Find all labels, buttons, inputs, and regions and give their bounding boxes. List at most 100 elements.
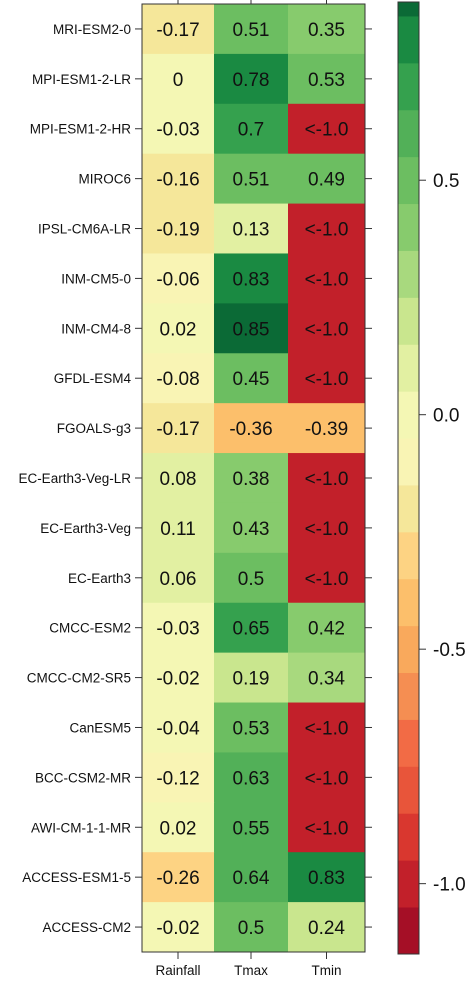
cell-label-mpi-esm1-2-hr-rainfall: -0.03 bbox=[156, 120, 199, 141]
cell-inm-cm5-0-rainfall bbox=[142, 253, 215, 304]
cell-label-bcc-csm2-mr-rainfall: -0.12 bbox=[156, 768, 199, 789]
row-label-inm-cm5-0: INM-CM5-0 bbox=[61, 271, 131, 286]
column-axis: Rainfall Tmax Tmin bbox=[155, 0, 342, 978]
colorbar-tick-label: -0.5 bbox=[433, 640, 466, 661]
colorbar-bin-15 bbox=[398, 203, 419, 251]
row-label-miroc6: MIROC6 bbox=[78, 172, 131, 187]
cell-access-esm1-5-tmin bbox=[288, 852, 366, 903]
cell-mri-esm2-0-tmax bbox=[214, 4, 289, 55]
cell-inm-cm5-0-tmax bbox=[214, 253, 289, 304]
cell-ipsl-cm6a-lr-tmin bbox=[288, 203, 366, 254]
cell-label-mri-esm2-0-rainfall: -0.17 bbox=[156, 20, 199, 41]
cell-label-mpi-esm1-2-hr-tmin: <-1.0 bbox=[305, 120, 349, 141]
row-label-bcc-csm2-mr: BCC-CSM2-MR bbox=[35, 770, 131, 785]
row-label-mpi-esm1-2-hr: MPI-ESM1-2-HR bbox=[30, 122, 132, 137]
colorbar-bin-5 bbox=[398, 672, 419, 720]
cell-label-fgoals-g3-tmin: -0.39 bbox=[305, 419, 348, 440]
cell-label-access-esm1-5-tmin: 0.83 bbox=[308, 868, 345, 889]
row-label-ec-earth3: EC-Earth3 bbox=[68, 571, 131, 586]
cell-label-miroc6-tmin: 0.49 bbox=[308, 170, 345, 191]
cell-cmcc-esm2-tmin bbox=[288, 602, 366, 654]
cell-access-esm1-5-tmax bbox=[214, 852, 289, 903]
row-label-ec-earth3-veg-lr: EC-Earth3-Veg-LR bbox=[18, 471, 131, 486]
cell-gfdl-esm4-rainfall bbox=[142, 353, 215, 404]
cell-label-ipsl-cm6a-lr-tmin: <-1.0 bbox=[305, 220, 349, 241]
row-label-cmcc-cm2-sr5: CMCC-CM2-SR5 bbox=[27, 671, 131, 686]
colorbar-bin-9 bbox=[398, 485, 419, 533]
cell-label-access-esm1-5-rainfall: -0.26 bbox=[156, 868, 199, 889]
cell-ec-earth3-veg-tmax bbox=[214, 502, 289, 554]
cell-label-cmcc-cm2-sr5-tmin: 0.34 bbox=[308, 669, 345, 690]
cell-label-canesm5-tmin: <-1.0 bbox=[305, 718, 349, 739]
cell-fgoals-g3-rainfall bbox=[142, 403, 215, 454]
colorbar-ticks: -1.0 -0.5 0.0 0.5 bbox=[419, 171, 466, 896]
cell-label-ec-earth3-tmax: 0.5 bbox=[238, 569, 264, 590]
cell-label-ec-earth3-veg-lr-tmin: <-1.0 bbox=[305, 469, 349, 490]
cell-label-ipsl-cm6a-lr-tmax: 0.13 bbox=[233, 220, 270, 241]
cell-label-awi-cm-1-1-mr-tmax: 0.55 bbox=[233, 818, 270, 839]
colorbar-bin-4 bbox=[398, 719, 419, 767]
cell-mpi-esm1-2-hr-rainfall bbox=[142, 103, 215, 155]
cell-access-cm2-rainfall bbox=[142, 902, 215, 953]
row-label-access-cm2: ACCESS-CM2 bbox=[42, 920, 131, 935]
cell-mpi-esm1-2-hr-tmax bbox=[214, 103, 289, 155]
heatmap-cells bbox=[142, 4, 366, 953]
cell-awi-cm-1-1-mr-rainfall bbox=[142, 802, 215, 853]
cell-inm-cm5-0-tmin bbox=[288, 253, 366, 304]
cell-miroc6-tmax bbox=[214, 153, 289, 205]
cell-label-mri-esm2-0-tmax: 0.51 bbox=[233, 20, 270, 41]
cell-mpi-esm1-2-lr-rainfall bbox=[142, 53, 215, 105]
cell-label-cmcc-cm2-sr5-tmax: 0.19 bbox=[233, 669, 270, 690]
colorbar-bin-11 bbox=[398, 391, 419, 439]
row-label-ipsl-cm6a-lr: IPSL-CM6A-LR bbox=[38, 222, 131, 237]
column-label-tmax: Tmax bbox=[234, 963, 268, 978]
cell-label-ec-earth3-rainfall: 0.06 bbox=[160, 569, 197, 590]
cell-label-access-esm1-5-tmax: 0.64 bbox=[233, 868, 270, 889]
cell-mri-esm2-0-rainfall bbox=[142, 4, 215, 55]
row-label-mpi-esm1-2-lr: MPI-ESM1-2-LR bbox=[32, 72, 131, 87]
cell-label-cmcc-esm2-rainfall: -0.03 bbox=[156, 619, 199, 640]
cell-label-miroc6-rainfall: -0.16 bbox=[156, 170, 199, 191]
row-label-access-esm1-5: ACCESS-ESM1-5 bbox=[22, 870, 131, 885]
cell-label-mpi-esm1-2-lr-tmin: 0.53 bbox=[308, 70, 345, 91]
cell-label-awi-cm-1-1-mr-tmin: <-1.0 bbox=[305, 818, 349, 839]
cell-label-ipsl-cm6a-lr-rainfall: -0.19 bbox=[156, 220, 199, 241]
cell-label-canesm5-tmax: 0.53 bbox=[233, 718, 270, 739]
cell-inm-cm4-8-tmax bbox=[214, 303, 289, 354]
colorbar-bin-3 bbox=[398, 766, 419, 814]
cell-label-ec-earth3-veg-tmin: <-1.0 bbox=[305, 519, 349, 540]
cell-cmcc-esm2-rainfall bbox=[142, 602, 215, 654]
colorbar-bin-10 bbox=[398, 438, 419, 486]
cell-label-gfdl-esm4-rainfall: -0.08 bbox=[156, 369, 199, 390]
colorbar-bin-2 bbox=[398, 813, 419, 861]
colorbar-bin-0 bbox=[398, 907, 419, 955]
cell-bcc-csm2-mr-tmin bbox=[288, 752, 366, 803]
cell-label-canesm5-rainfall: -0.04 bbox=[156, 718, 200, 739]
cell-cmcc-esm2-tmax bbox=[214, 602, 289, 654]
colorbar-bin-6 bbox=[398, 625, 419, 674]
colorbar-bin-19 bbox=[398, 16, 419, 64]
cell-label-cmcc-esm2-tmin: 0.42 bbox=[308, 619, 345, 640]
cell-label-mpi-esm1-2-lr-rainfall: 0 bbox=[173, 70, 184, 91]
cell-mri-esm2-0-tmin bbox=[288, 4, 366, 55]
cell-label-awi-cm-1-1-mr-rainfall: 0.02 bbox=[160, 818, 197, 839]
cell-fgoals-g3-tmin bbox=[288, 403, 366, 454]
cell-cmcc-cm2-sr5-rainfall bbox=[142, 652, 215, 704]
colorbar-tick-label: 0.5 bbox=[433, 171, 459, 192]
cell-bcc-csm2-mr-tmax bbox=[214, 752, 289, 803]
cell-ipsl-cm6a-lr-rainfall bbox=[142, 203, 215, 254]
cell-ec-earth3-tmin bbox=[288, 552, 366, 604]
cell-label-fgoals-g3-tmax: -0.36 bbox=[229, 419, 272, 440]
cell-gfdl-esm4-tmax bbox=[214, 353, 289, 404]
cell-ec-earth3-veg-lr-tmin bbox=[288, 453, 366, 504]
colorbar-bin-1 bbox=[398, 860, 419, 908]
cell-ec-earth3-veg-lr-rainfall bbox=[142, 453, 215, 504]
row-label-cmcc-esm2: CMCC-ESM2 bbox=[49, 621, 131, 636]
row-label-ec-earth3-veg: EC-Earth3-Veg bbox=[40, 521, 131, 536]
cell-cmcc-cm2-sr5-tmax bbox=[214, 652, 289, 704]
colorbar-tick-label: 0.0 bbox=[433, 406, 459, 427]
cell-miroc6-rainfall bbox=[142, 153, 215, 205]
cell-gfdl-esm4-tmin bbox=[288, 353, 366, 404]
cell-label-bcc-csm2-mr-tmin: <-1.0 bbox=[305, 768, 349, 789]
row-label-gfdl-esm4: GFDL-ESM4 bbox=[54, 371, 132, 386]
